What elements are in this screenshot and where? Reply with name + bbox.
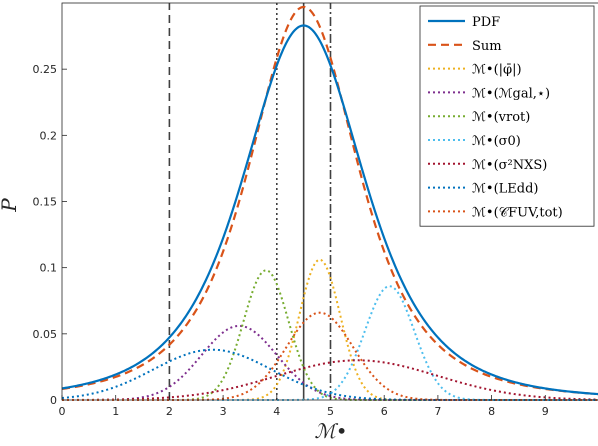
legend-label-8: ℳ•(LEdd) [472,182,538,197]
x-tick-label: 8 [488,405,495,418]
y-tick-label: 0.1 [40,262,58,275]
y-tick-label: 0.2 [40,129,58,142]
x-tick-label: 7 [434,405,441,418]
x-tick-label: 2 [166,405,173,418]
axes: 0 1 2 3 4 5 6 7 8 9 0 0.05 0.1 0.15 0.2 0.25 [33,2,598,418]
y-tick-label: 0 [50,394,57,407]
legend-label-6: ℳ•(σ0) [472,134,521,149]
x-tick-label: 6 [381,405,388,418]
series-line-2 [61,5,598,396]
y-tick-label: 0.15 [33,196,58,209]
x-axis-label: ℳ• [314,419,347,443]
y-tick-label: 0.25 [33,63,58,76]
x-tick-label: 1 [112,405,119,418]
y-tick-label: 0.05 [33,328,58,341]
legend-label-2: Sum [472,39,502,54]
legend-label-1: PDF [472,15,500,30]
x-tick-label: 0 [59,405,66,418]
x-tick-label: 3 [220,405,227,418]
legend-label-9: ℳ•(𝒞FUV,tot) [472,205,563,220]
legend-label-5: ℳ•(vrot) [472,110,530,125]
series-line-1 [61,24,598,396]
x-tick-label: 5 [327,405,334,418]
x-tick-label: 4 [273,405,280,418]
legend-label-4: ℳ•(ℳgal,⋆) [472,86,550,101]
y-axis-label: P [0,198,21,213]
legend-label-7: ℳ•(σ²NXS) [472,158,547,173]
series-line-3 [62,258,598,401]
x-tick-label: 9 [542,405,549,418]
series-line-7 [62,359,598,401]
legend-label-3: ℳ•(|φ̄|) [472,63,522,78]
legend: PDF Sum ℳ•(|φ̄|) ℳ•(ℳgal,⋆) ℳ•(vrot) ℳ•(σ0) ℳ•… [419,5,595,227]
